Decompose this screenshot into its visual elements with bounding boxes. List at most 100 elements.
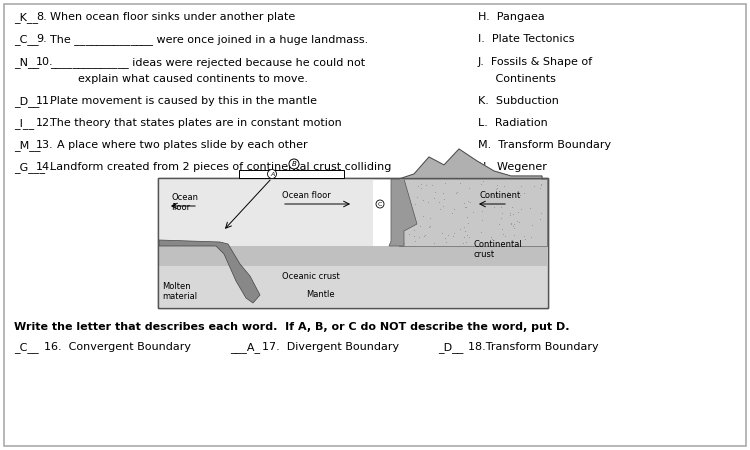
Point bbox=[504, 211, 516, 218]
Point bbox=[412, 193, 424, 200]
Point bbox=[476, 208, 488, 215]
Text: _C__: _C__ bbox=[14, 34, 39, 45]
Text: J.  Fossils & Shape of: J. Fossils & Shape of bbox=[478, 57, 593, 67]
Point bbox=[414, 223, 426, 230]
Point bbox=[494, 220, 506, 228]
Point bbox=[511, 217, 523, 224]
Bar bbox=[159, 266, 547, 307]
Point bbox=[447, 232, 459, 239]
Text: I.  Plate Tectonics: I. Plate Tectonics bbox=[478, 34, 574, 44]
Point bbox=[460, 203, 472, 211]
Point bbox=[424, 214, 436, 221]
Bar bbox=[159, 246, 547, 266]
Text: 18.Transform Boundary: 18.Transform Boundary bbox=[468, 342, 598, 352]
Point bbox=[491, 192, 503, 199]
Point bbox=[421, 182, 433, 189]
Text: _K__: _K__ bbox=[14, 12, 38, 23]
Point bbox=[423, 224, 435, 231]
Polygon shape bbox=[159, 240, 260, 303]
Point bbox=[526, 221, 538, 229]
Point bbox=[448, 230, 460, 237]
Point bbox=[416, 184, 428, 191]
Point bbox=[486, 194, 498, 201]
Point bbox=[518, 233, 530, 240]
Text: The ______________ were once joined in a huge landmass.: The ______________ were once joined in a… bbox=[50, 34, 368, 45]
Text: C: C bbox=[378, 202, 382, 207]
Polygon shape bbox=[399, 179, 547, 246]
Text: A: A bbox=[270, 171, 274, 176]
Point bbox=[485, 234, 497, 241]
Text: Oceanic crust: Oceanic crust bbox=[282, 272, 340, 281]
Point bbox=[505, 220, 517, 227]
Text: _D__: _D__ bbox=[14, 96, 39, 107]
Point bbox=[478, 203, 490, 210]
Point bbox=[487, 192, 499, 199]
Point bbox=[475, 199, 487, 206]
Text: ___A_: ___A_ bbox=[230, 342, 260, 353]
Point bbox=[488, 204, 500, 211]
Text: Write the letter that describes each word.  If A, B, or C do NOT describe the wo: Write the letter that describes each wor… bbox=[14, 322, 569, 332]
Point bbox=[467, 208, 479, 216]
Text: 17.  Divergent Boundary: 17. Divergent Boundary bbox=[262, 342, 399, 352]
Text: _I__: _I__ bbox=[14, 118, 34, 129]
Text: 11.: 11. bbox=[36, 96, 54, 106]
Point bbox=[433, 198, 445, 206]
Point bbox=[409, 200, 421, 207]
Point bbox=[506, 203, 518, 211]
Point bbox=[476, 228, 488, 235]
Point bbox=[506, 220, 518, 228]
Point bbox=[415, 180, 427, 188]
Point bbox=[413, 234, 425, 241]
Point bbox=[454, 179, 466, 186]
Text: _C__: _C__ bbox=[14, 342, 39, 353]
Point bbox=[508, 238, 520, 245]
Point bbox=[439, 195, 451, 203]
Text: 13.: 13. bbox=[36, 140, 54, 150]
Point bbox=[498, 182, 510, 189]
Point bbox=[496, 214, 508, 221]
Text: ______________ ideas were rejected because he could not: ______________ ideas were rejected becau… bbox=[50, 57, 365, 68]
Point bbox=[458, 239, 470, 247]
Point bbox=[534, 184, 546, 191]
Point bbox=[396, 208, 408, 215]
Point bbox=[459, 228, 471, 235]
Text: explain what caused continents to move.: explain what caused continents to move. bbox=[50, 74, 308, 84]
Text: M.  Transform Boundary: M. Transform Boundary bbox=[478, 140, 611, 150]
Text: _G___: _G___ bbox=[14, 162, 45, 173]
Text: 8.: 8. bbox=[36, 12, 46, 22]
Point bbox=[514, 191, 526, 198]
Text: The theory that states plates are in constant motion: The theory that states plates are in con… bbox=[50, 118, 342, 128]
Point bbox=[448, 206, 460, 213]
Point bbox=[440, 238, 452, 245]
Point bbox=[400, 194, 412, 201]
Point bbox=[458, 224, 470, 231]
Circle shape bbox=[268, 170, 277, 179]
Point bbox=[496, 226, 508, 233]
Point bbox=[417, 197, 429, 204]
Point bbox=[491, 184, 503, 192]
Point bbox=[454, 225, 466, 232]
Point bbox=[412, 182, 424, 189]
Text: _N__: _N__ bbox=[14, 57, 39, 68]
Text: Continental
crust: Continental crust bbox=[473, 240, 522, 259]
Point bbox=[490, 185, 502, 193]
Point bbox=[503, 189, 515, 196]
Point bbox=[496, 210, 508, 217]
Point bbox=[494, 239, 506, 246]
Point bbox=[514, 219, 526, 226]
Text: 9.: 9. bbox=[36, 34, 46, 44]
Text: L.  Radiation: L. Radiation bbox=[478, 118, 548, 128]
Point bbox=[436, 229, 448, 236]
Point bbox=[439, 180, 451, 187]
Point bbox=[535, 180, 547, 187]
Text: Continents: Continents bbox=[478, 74, 556, 84]
Point bbox=[507, 222, 519, 230]
Point bbox=[407, 233, 419, 240]
Text: Mantle: Mantle bbox=[306, 290, 334, 299]
Point bbox=[536, 209, 548, 216]
Point bbox=[490, 191, 502, 198]
Point bbox=[535, 181, 547, 189]
Point bbox=[458, 234, 470, 241]
Bar bbox=[158, 178, 548, 308]
Point bbox=[518, 190, 530, 197]
